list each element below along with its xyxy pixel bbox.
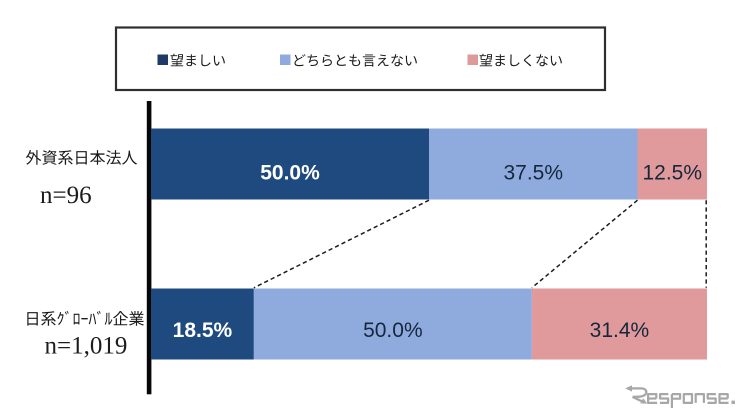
svg-text:37.5%: 37.5% bbox=[503, 162, 563, 185]
svg-text:n=1,019: n=1,019 bbox=[45, 333, 128, 360]
svg-text:50.0%: 50.0% bbox=[363, 319, 423, 342]
svg-text:12.5%: 12.5% bbox=[642, 162, 702, 185]
svg-text:n=96: n=96 bbox=[40, 182, 92, 209]
svg-text:50.0%: 50.0% bbox=[260, 162, 320, 185]
svg-text:18.5%: 18.5% bbox=[173, 319, 233, 342]
svg-text:31.4%: 31.4% bbox=[590, 319, 650, 342]
